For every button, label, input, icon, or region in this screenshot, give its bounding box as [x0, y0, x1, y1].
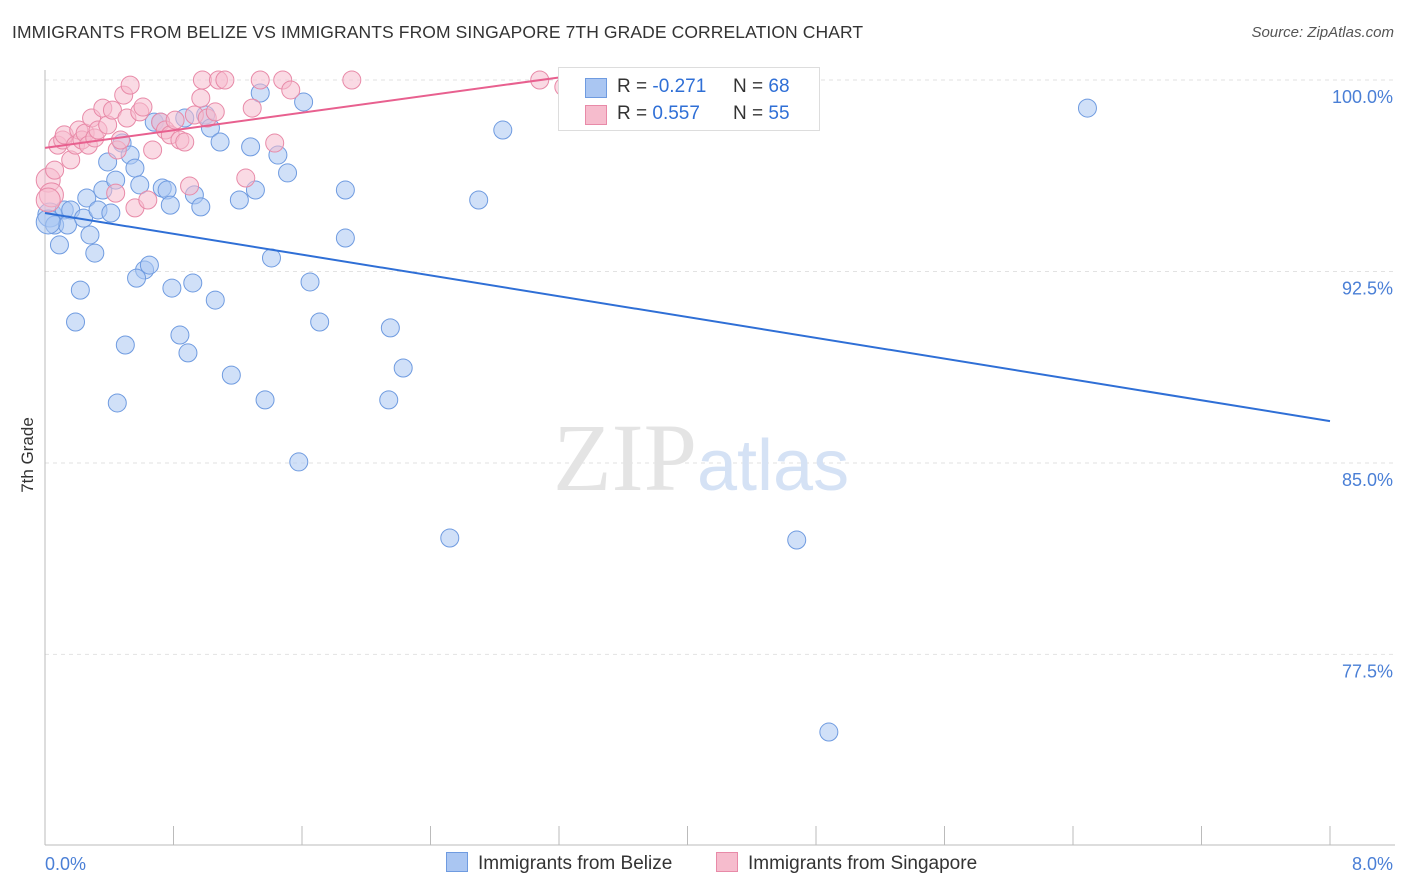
point-singapore [175, 132, 195, 152]
y-tick-label: 85.0% [1342, 470, 1393, 490]
chart-title: IMMIGRANTS FROM BELIZE VS IMMIGRANTS FRO… [12, 22, 864, 42]
point-belize [255, 390, 275, 410]
point-singapore [133, 97, 153, 117]
point-singapore [106, 183, 126, 203]
point-singapore [342, 70, 362, 90]
legend-swatch-belize [585, 78, 607, 98]
point-belize [493, 120, 513, 140]
point-belize [205, 290, 225, 310]
point-belize [139, 255, 159, 275]
point-belize [178, 343, 198, 363]
point-singapore [192, 70, 212, 90]
point-belize [101, 203, 121, 223]
point-singapore [35, 187, 61, 213]
y-tick-label: 77.5% [1342, 661, 1393, 681]
legend-r-value: 0.557 [652, 103, 700, 124]
legend-n-value: 55 [768, 103, 790, 124]
trend-line-singapore [44, 76, 560, 149]
point-belize [221, 365, 241, 385]
legend-swatch-singapore [585, 105, 607, 125]
legend-r-label: R = [617, 103, 648, 124]
legend-r-label: R = [617, 76, 648, 97]
point-belize [183, 273, 203, 293]
y-tick-label: 100.0% [1332, 87, 1393, 107]
point-belize [379, 390, 399, 410]
legend-n-label: N = [733, 76, 764, 97]
point-belize [335, 228, 355, 248]
point-belize [130, 175, 150, 195]
legend: R = -0.271 N = 68 R = 0.557 N = 55 [558, 67, 820, 131]
swatch-singapore [716, 852, 738, 872]
point-singapore [180, 176, 200, 196]
point-singapore [281, 80, 301, 100]
watermark-zip: ZIP [553, 404, 697, 511]
watermark: ZIPatlas [553, 404, 849, 511]
point-belize [66, 312, 86, 332]
point-belize [80, 225, 100, 245]
point-singapore [143, 140, 163, 160]
point-belize [289, 452, 309, 472]
bottom-legend-belize: Immigrants from Belize [446, 852, 672, 875]
point-singapore [250, 70, 270, 90]
point-belize [210, 132, 230, 152]
point-singapore [265, 133, 285, 153]
point-belize [49, 235, 69, 255]
legend-n-label: N = [733, 103, 764, 124]
point-belize [380, 318, 400, 338]
point-belize [57, 215, 77, 235]
point-belize [440, 528, 460, 548]
point-belize [170, 325, 190, 345]
y-tick-label: 92.5% [1342, 278, 1393, 298]
point-singapore [102, 100, 122, 120]
point-belize [1077, 98, 1097, 118]
legend-n-value: 68 [768, 76, 790, 97]
trend-line-belize [44, 212, 1331, 423]
point-singapore [236, 168, 256, 188]
point-belize [125, 158, 145, 178]
point-belize [77, 188, 97, 208]
legend-r-value: -0.271 [652, 76, 707, 97]
point-singapore [120, 75, 140, 95]
point-belize [241, 137, 261, 157]
swatch-belize [446, 852, 468, 872]
watermark-atlas: atlas [697, 426, 849, 506]
point-belize [787, 530, 807, 550]
point-belize [819, 722, 839, 742]
point-belize [107, 393, 127, 413]
point-belize [162, 278, 182, 298]
source-label: Source: ZipAtlas.com [1251, 24, 1394, 41]
point-singapore [191, 88, 211, 108]
point-belize [294, 92, 314, 112]
bottom-legend-singapore: Immigrants from Singapore [716, 852, 977, 875]
point-belize [335, 180, 355, 200]
x-tick-label: 0.0% [45, 854, 86, 874]
point-belize [70, 280, 90, 300]
point-belize [115, 335, 135, 355]
point-belize [300, 272, 320, 292]
point-belize [160, 195, 180, 215]
point-singapore [45, 160, 65, 180]
point-belize [229, 190, 249, 210]
bottom-legend-label: Immigrants from Singapore [748, 853, 978, 874]
point-belize [191, 197, 211, 217]
point-singapore [138, 190, 158, 210]
point-singapore [242, 98, 262, 118]
point-singapore [215, 70, 235, 90]
point-belize [469, 190, 489, 210]
point-belize [278, 163, 298, 183]
point-singapore [110, 130, 130, 150]
point-belize [127, 268, 147, 288]
point-belize [310, 312, 330, 332]
x-tick-label: 8.0% [1352, 854, 1393, 874]
point-belize [85, 243, 105, 263]
point-singapore [205, 102, 225, 122]
point-singapore [165, 110, 185, 130]
point-belize [393, 358, 413, 378]
bottom-legend-label: Immigrants from Belize [478, 853, 673, 874]
